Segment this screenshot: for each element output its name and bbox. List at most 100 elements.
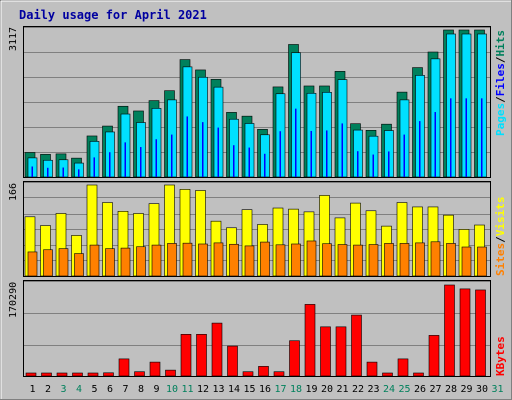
bar-pages xyxy=(481,98,483,177)
bar-pages xyxy=(341,123,343,177)
bar-sites xyxy=(89,244,100,277)
x-tick-label: 18 xyxy=(290,384,302,395)
bar-kbytes xyxy=(335,326,347,377)
x-tick-label: 17 xyxy=(274,384,286,395)
x-tick-label: 28 xyxy=(445,384,457,395)
bar-pages xyxy=(124,142,126,177)
bar-pages xyxy=(93,157,95,177)
bar-pages xyxy=(202,122,204,177)
bar-pages xyxy=(155,139,157,177)
x-tick-label: 11 xyxy=(181,384,193,395)
x-tick-label: 27 xyxy=(429,384,441,395)
x-tick-label: 12 xyxy=(197,384,209,395)
bar-pages xyxy=(279,131,281,177)
bar-kbytes xyxy=(196,334,207,377)
x-tick-label: 22 xyxy=(352,384,364,395)
bar-sites xyxy=(322,243,332,277)
bar-sites xyxy=(58,248,69,277)
bar-sites xyxy=(415,242,425,277)
bar-kbytes xyxy=(25,372,37,377)
x-tick-label: 31 xyxy=(491,384,503,395)
legend-separator: / xyxy=(494,236,507,243)
bar-pages xyxy=(326,130,328,177)
bar-pages xyxy=(388,151,390,177)
bar-sites xyxy=(74,253,84,277)
bar-pages xyxy=(109,152,111,177)
x-tick-label: 24 xyxy=(383,384,395,395)
bar-sites xyxy=(461,246,472,277)
bar-kbytes xyxy=(149,361,161,377)
x-tick-label: 5 xyxy=(91,384,97,395)
bar-pages xyxy=(434,112,436,177)
x-tick-label: 9 xyxy=(153,384,159,395)
bar-kbytes xyxy=(87,372,99,377)
bar-kbytes xyxy=(41,372,52,377)
bar-sites xyxy=(368,244,379,277)
bar-pages xyxy=(357,151,359,177)
bar-kbytes xyxy=(366,361,378,377)
bar-kbytes xyxy=(242,371,254,377)
bar-kbytes xyxy=(475,289,486,377)
bar-kbytes xyxy=(397,358,409,377)
bar-pages xyxy=(372,154,374,177)
bar-sites xyxy=(182,242,193,277)
bar-pages xyxy=(264,153,266,177)
x-tick-label: 29 xyxy=(460,384,472,395)
legend-entry: Hits xyxy=(494,30,507,57)
bar-kbytes xyxy=(258,366,269,377)
bar-sites xyxy=(384,243,394,277)
bars xyxy=(24,29,487,377)
legend-entry: Sites xyxy=(494,243,507,276)
x-tick-label: 3 xyxy=(60,384,66,395)
bar-kbytes xyxy=(382,372,393,377)
bar-sites xyxy=(213,242,224,277)
bar-kbytes xyxy=(134,371,145,377)
bar-pages xyxy=(217,127,219,177)
bar-pages xyxy=(78,169,80,177)
bar-pages xyxy=(310,130,312,177)
x-tick-label: 19 xyxy=(305,384,317,395)
bar-sites xyxy=(43,249,53,277)
hits-max-label: 3117 xyxy=(8,27,19,51)
x-tick-label: 6 xyxy=(107,384,113,395)
kbytes-max-label: 170290 xyxy=(8,282,19,318)
x-tick-label: 16 xyxy=(259,384,271,395)
bar-sites xyxy=(306,240,317,277)
bar-kbytes xyxy=(413,372,424,377)
bar-sites xyxy=(477,246,487,277)
bar-pages xyxy=(295,108,297,177)
legend-entry: Files xyxy=(494,63,507,96)
x-tick-label: 4 xyxy=(76,384,82,395)
bar-kbytes xyxy=(459,288,471,377)
bar-sites xyxy=(275,244,286,277)
x-tick-label: 2 xyxy=(45,384,51,395)
bar-sites xyxy=(167,243,177,277)
bar-pages xyxy=(186,116,188,177)
x-tick-label: 8 xyxy=(138,384,144,395)
bar-pages xyxy=(31,166,33,177)
x-tick-label: 14 xyxy=(228,384,240,395)
bar-kbytes xyxy=(56,372,68,377)
legend-2: KBytes xyxy=(494,336,507,376)
bar-sites xyxy=(229,243,239,277)
bar-pages xyxy=(62,167,64,177)
bar-sites xyxy=(136,246,146,277)
legend-1: Sites/Visits xyxy=(494,197,507,277)
bar-sites xyxy=(198,243,208,277)
bar-kbytes xyxy=(428,335,440,377)
x-tick-label: 10 xyxy=(166,384,178,395)
bar-sites xyxy=(244,245,255,277)
bar-pages xyxy=(171,134,173,177)
x-tick-label: 26 xyxy=(414,384,426,395)
bar-pages xyxy=(403,134,405,177)
x-tick-label: 20 xyxy=(321,384,333,395)
bar-sites xyxy=(446,243,456,277)
bar-pages xyxy=(140,147,142,177)
bar-pages xyxy=(233,145,235,177)
bar-pages xyxy=(450,98,452,177)
x-axis-labels: 1 2 3 4 5 6 7 8 9 10 11 12 13 14 15 16 17 18 19 20 21 22 23 24 2… xyxy=(29,384,503,395)
bar-kbytes xyxy=(165,369,176,377)
bar-kbytes xyxy=(289,340,300,377)
